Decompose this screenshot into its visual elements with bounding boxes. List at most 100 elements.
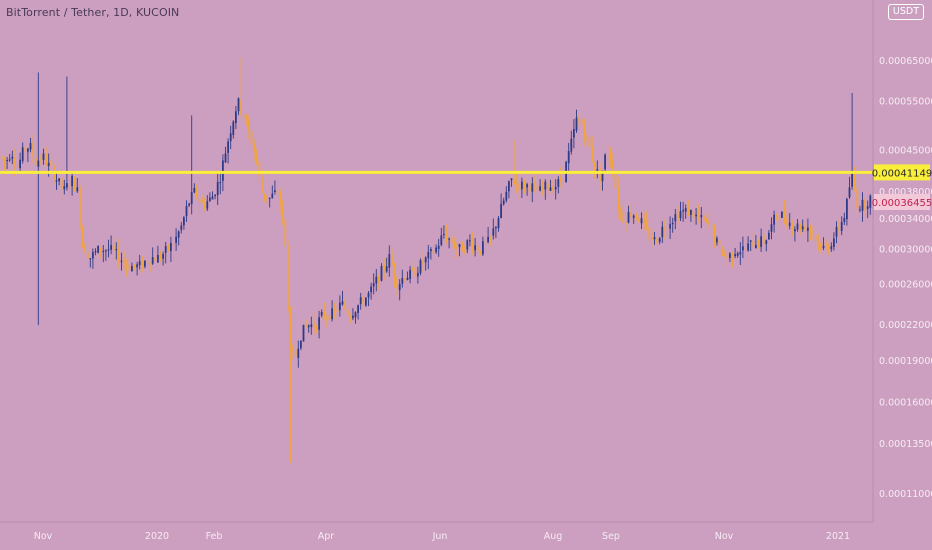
time-tick-label: Jun bbox=[432, 531, 448, 542]
candle-up bbox=[409, 269, 411, 279]
candle-down bbox=[856, 189, 859, 209]
candle-up bbox=[554, 187, 557, 190]
candle-up bbox=[596, 169, 599, 173]
candle-up bbox=[427, 251, 430, 259]
candle-down bbox=[518, 183, 521, 191]
candle-up bbox=[222, 160, 224, 181]
candle-down bbox=[814, 235, 817, 240]
candle-up bbox=[419, 260, 422, 274]
time-tick-label: 2021 bbox=[826, 531, 850, 542]
candle-down bbox=[450, 237, 453, 243]
candle-up bbox=[177, 231, 180, 238]
candle-down bbox=[248, 118, 250, 131]
candle-down bbox=[799, 224, 801, 230]
candle-up bbox=[42, 153, 45, 160]
candle-down bbox=[726, 255, 729, 259]
candle-up bbox=[214, 195, 216, 196]
candle-down bbox=[393, 264, 396, 279]
candle-down bbox=[1, 156, 3, 158]
candle-down bbox=[479, 250, 482, 254]
candle-up bbox=[658, 238, 661, 242]
candle-up bbox=[300, 340, 302, 349]
candle-up bbox=[570, 138, 573, 152]
candle-down bbox=[461, 242, 463, 252]
candle-up bbox=[716, 238, 718, 243]
candle-up bbox=[401, 278, 404, 284]
candle-down bbox=[154, 257, 157, 262]
candle-down bbox=[336, 309, 339, 312]
candle-up bbox=[469, 240, 471, 242]
candle-up bbox=[144, 260, 146, 267]
price-tick-label: 0.00019000 bbox=[879, 356, 932, 367]
candle-up bbox=[183, 217, 185, 226]
candle-down bbox=[484, 241, 487, 243]
candle-up bbox=[367, 293, 370, 298]
candle-up bbox=[370, 286, 372, 293]
candle-up bbox=[21, 147, 24, 161]
candle-down bbox=[609, 155, 612, 161]
candle-up bbox=[482, 241, 484, 255]
candle-down bbox=[196, 186, 198, 198]
candle-up bbox=[115, 249, 118, 251]
currency-badge[interactable]: USDT bbox=[887, 4, 924, 20]
candle-up bbox=[268, 197, 271, 199]
candle-down bbox=[422, 260, 424, 264]
candle-up bbox=[151, 257, 154, 264]
candle-down bbox=[825, 244, 827, 246]
candle-down bbox=[445, 233, 448, 241]
candle-up bbox=[466, 240, 469, 250]
candle-down bbox=[583, 124, 586, 137]
candle-up bbox=[424, 257, 427, 263]
candle-down bbox=[471, 241, 474, 250]
candle-up bbox=[497, 218, 500, 229]
candle-up bbox=[627, 212, 630, 223]
candle-up bbox=[682, 210, 684, 212]
candle-up bbox=[216, 181, 219, 196]
candle-down bbox=[552, 186, 554, 192]
candle-up bbox=[601, 170, 604, 182]
candle-down bbox=[513, 179, 515, 185]
candle-up bbox=[495, 227, 497, 229]
candle-up bbox=[833, 238, 835, 247]
price-tick-label: 0.00013500 bbox=[879, 439, 932, 450]
candle-up bbox=[157, 255, 159, 263]
price-tick-label: 0.00016000 bbox=[879, 398, 932, 409]
candle-up bbox=[765, 240, 768, 244]
candle-up bbox=[794, 229, 796, 232]
candle-up bbox=[695, 214, 697, 217]
candle-down bbox=[697, 214, 700, 218]
candle-up bbox=[435, 247, 437, 253]
candle-down bbox=[713, 226, 716, 242]
candle-up bbox=[352, 315, 354, 319]
candle-up bbox=[385, 266, 388, 272]
candle-down bbox=[349, 316, 352, 318]
candle-up bbox=[508, 181, 510, 192]
candle-down bbox=[346, 309, 349, 315]
candle-down bbox=[523, 181, 526, 189]
candle-down bbox=[809, 226, 812, 230]
candle-down bbox=[489, 236, 492, 238]
candle-up bbox=[505, 191, 508, 201]
candle-up bbox=[6, 160, 8, 161]
candle-up bbox=[830, 246, 833, 250]
level-price-label: 0.00041149 bbox=[872, 168, 932, 179]
candle-down bbox=[81, 227, 84, 246]
candle-down bbox=[266, 196, 268, 199]
candle-up bbox=[224, 153, 227, 163]
candle-up bbox=[417, 272, 419, 277]
candle-down bbox=[414, 267, 417, 277]
candle-up bbox=[700, 215, 703, 218]
candle-down bbox=[864, 199, 866, 210]
candle-up bbox=[500, 203, 502, 219]
candle-up bbox=[227, 141, 229, 153]
candle-down bbox=[817, 240, 820, 242]
candle-down bbox=[612, 159, 614, 170]
price-tick-label: 0.00022000 bbox=[879, 320, 932, 331]
candle-up bbox=[859, 209, 861, 211]
candle-down bbox=[617, 186, 619, 210]
candle-down bbox=[638, 220, 640, 223]
candle-down bbox=[146, 261, 149, 263]
candle-up bbox=[89, 258, 92, 260]
